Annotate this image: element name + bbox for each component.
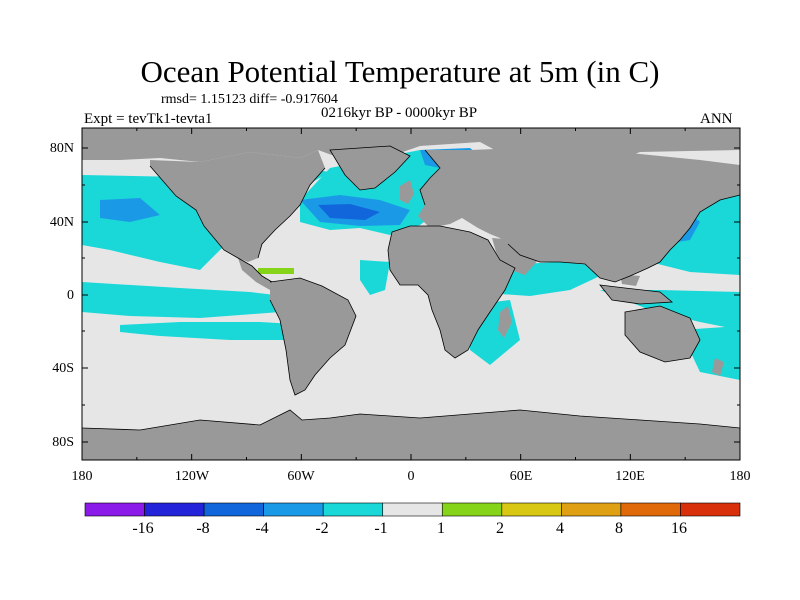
- stats-text: rmsd= 1.15123 diff= -0.917604: [161, 92, 338, 107]
- lat-label-40n: 40N: [49, 215, 74, 230]
- colorbar-swatch: [263, 502, 324, 517]
- map-frame: [81, 127, 741, 461]
- colorbar-label: 1: [437, 520, 445, 537]
- colorbar-swatch: [620, 502, 681, 517]
- colorbar-swatch: [441, 502, 503, 517]
- colorbar: [84, 502, 741, 517]
- lon-label-60e: 60E: [509, 469, 533, 484]
- colorbar-label: 2: [496, 520, 504, 537]
- colorbar-label: -16: [132, 520, 154, 537]
- lon-label-180e: 180: [729, 469, 751, 484]
- colorbar-label: -2: [315, 520, 329, 537]
- warming-patch-caribbean: [258, 268, 294, 274]
- colorbar-swatch: [680, 502, 741, 517]
- colorbar-swatch: [561, 502, 622, 517]
- colorbar-swatch: [501, 502, 562, 517]
- colorbar-label: 4: [556, 520, 564, 537]
- lat-label-80s: 80S: [52, 435, 74, 450]
- season-label: ANN: [700, 111, 733, 127]
- colorbar-label: 16: [671, 520, 687, 537]
- lon-label-180w: 180: [71, 469, 93, 484]
- colorbar-swatch: [84, 502, 145, 517]
- colorbar-swatch: [144, 502, 205, 517]
- coastlines: [82, 145, 740, 431]
- experiment-label: Expt = tevTk1-tevta1: [84, 111, 213, 127]
- colorbar-label: -1: [374, 520, 388, 537]
- colorbar-swatch: [382, 502, 443, 517]
- map-area: [82, 128, 740, 460]
- lon-label-120e: 120E: [615, 469, 645, 484]
- colorbar-label: -8: [196, 520, 210, 537]
- map-title: Ocean Potential Temperature at 5m (in C): [140, 54, 660, 89]
- lat-label-80n: 80N: [49, 141, 74, 156]
- lat-label-0: 0: [67, 288, 74, 303]
- colorbar-swatch: [322, 502, 384, 517]
- lon-label-120w: 120W: [174, 469, 210, 484]
- lon-label-0: 0: [407, 469, 415, 484]
- colorbar-label: 8: [615, 520, 623, 537]
- colorbar-label: -4: [255, 520, 269, 537]
- period-text: 0216kyr BP - 0000kyr BP: [321, 105, 478, 121]
- lat-label-40s: 40S: [52, 361, 74, 376]
- land-masses: [82, 128, 740, 460]
- lon-label-60w: 60W: [287, 469, 315, 484]
- colorbar-swatch: [203, 502, 264, 517]
